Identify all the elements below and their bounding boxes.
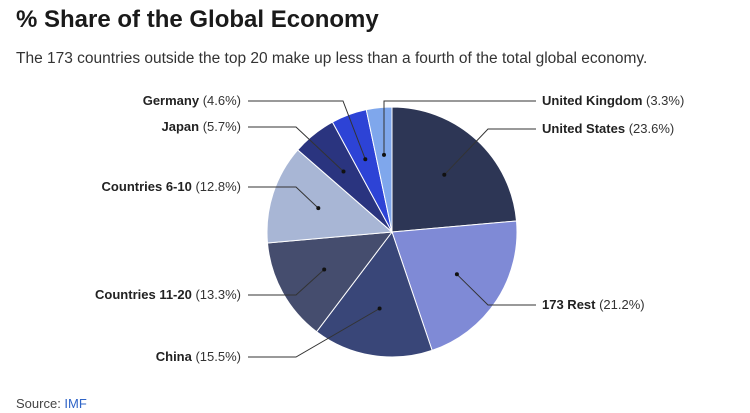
slice-label-name: Countries 11-20 bbox=[95, 287, 195, 302]
pie-slice-united-kingdom[interactable] bbox=[365, 106, 393, 233]
chart-subtitle: The 173 countries outside the top 20 mak… bbox=[16, 50, 648, 67]
leader-dot bbox=[316, 206, 321, 211]
slice-label-percent: (12.8%) bbox=[195, 179, 241, 194]
slice-label: Germany (4.6%) bbox=[143, 93, 241, 108]
slice-label: Countries 6-10 (12.8%) bbox=[102, 179, 241, 194]
pie-slice-countries-11-20[interactable] bbox=[266, 231, 394, 333]
slice-label-name: 173 Rest bbox=[542, 297, 599, 312]
pie-slice-countries-6-10[interactable] bbox=[266, 149, 394, 244]
chart-title: % Share of the Global Economy bbox=[16, 6, 379, 33]
leader-lines bbox=[248, 100, 536, 358]
slice-label-name: United States bbox=[542, 121, 629, 136]
slice-label-name: Countries 6-10 bbox=[102, 179, 196, 194]
slice-label-name: United Kingdom bbox=[542, 93, 646, 108]
slice-label-name: Germany bbox=[143, 93, 203, 108]
leader-line bbox=[443, 128, 536, 176]
leader-dot bbox=[377, 306, 382, 311]
leader-line bbox=[248, 308, 380, 358]
slice-label: United Kingdom (3.3%) bbox=[542, 93, 684, 108]
pie-slice-united-states[interactable] bbox=[391, 106, 518, 233]
leader-dot bbox=[363, 157, 368, 162]
leader-line bbox=[456, 273, 536, 306]
slice-label: Countries 11-20 (13.3%) bbox=[95, 287, 241, 302]
slice-label-name: Japan bbox=[162, 119, 203, 134]
slice-label-percent: (5.7%) bbox=[203, 119, 241, 134]
leader-line bbox=[383, 100, 536, 155]
slice-label-percent: (4.6%) bbox=[203, 93, 241, 108]
leader-line bbox=[248, 269, 325, 296]
slice-label-percent: (23.6%) bbox=[629, 121, 675, 136]
pie-slices bbox=[266, 106, 518, 358]
slice-labels: United States (23.6%) 173 Rest (21.2%) Chi… bbox=[95, 93, 684, 364]
slice-label-name: China bbox=[156, 349, 196, 364]
leader-dot bbox=[454, 272, 459, 277]
leader-dot bbox=[442, 172, 447, 177]
source-link[interactable]: IMF bbox=[64, 396, 87, 411]
leader-dot bbox=[322, 267, 327, 272]
pie-slice-173-rest[interactable] bbox=[391, 220, 518, 352]
leader-line bbox=[248, 126, 344, 172]
pie-slice-china[interactable] bbox=[315, 230, 433, 358]
leader-dot bbox=[341, 169, 346, 174]
slice-label-percent: (3.3%) bbox=[646, 93, 684, 108]
leader-line bbox=[248, 100, 366, 160]
slice-label: United States (23.6%) bbox=[542, 121, 674, 136]
slice-label: 173 Rest (21.2%) bbox=[542, 297, 645, 312]
slice-label: China (15.5%) bbox=[156, 349, 241, 364]
source-prefix: Source: bbox=[16, 396, 65, 411]
slice-label-percent: (21.2%) bbox=[599, 297, 645, 312]
leader-dot bbox=[382, 152, 386, 157]
slice-label-percent: (13.3%) bbox=[195, 287, 241, 302]
source-note: Source: IMF bbox=[16, 396, 87, 411]
leader-line bbox=[248, 186, 319, 209]
slice-label: Japan (5.7%) bbox=[162, 119, 241, 134]
slice-label-percent: (15.5%) bbox=[195, 349, 241, 364]
